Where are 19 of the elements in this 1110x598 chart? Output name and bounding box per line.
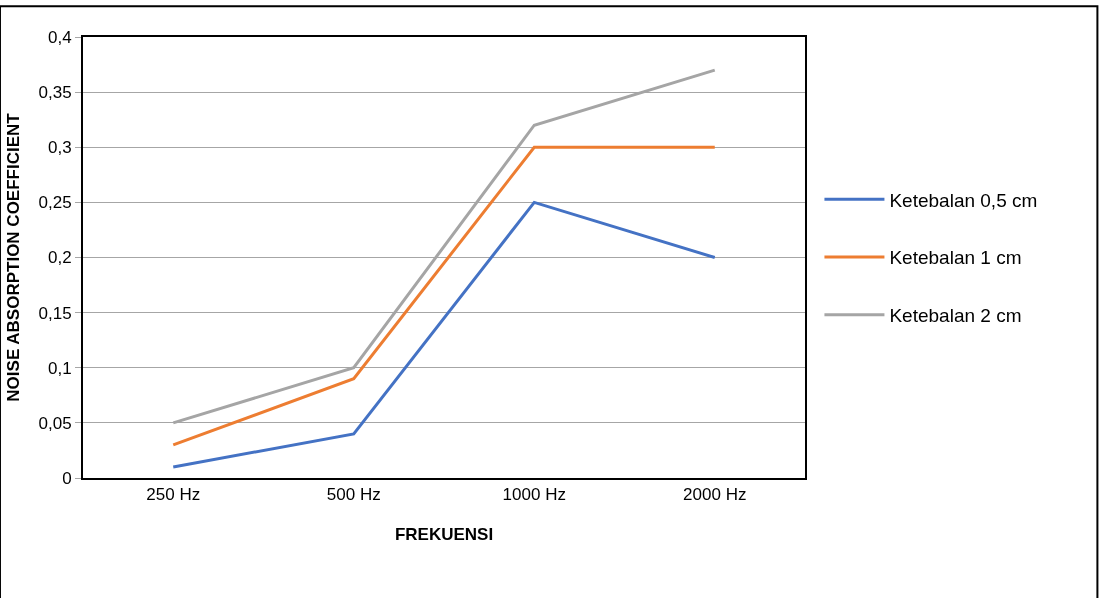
legend-label: Ketebalan 2 cm bbox=[889, 305, 1022, 327]
x-tick-label: 1000 Hz bbox=[502, 485, 566, 505]
y-tick-label: 0,2 bbox=[47, 248, 72, 268]
y-tick-label: 0,25 bbox=[38, 193, 72, 213]
y-tick-label: 0,1 bbox=[47, 358, 72, 378]
legend-label: Ketebalan 0,5 cm bbox=[889, 189, 1038, 211]
y-axis-title: NOISE ABSORPTION COEFFICIENT bbox=[3, 112, 23, 402]
y-tick-label: 0 bbox=[62, 468, 72, 488]
y-tick-label: 0,3 bbox=[47, 138, 72, 158]
x-axis-title: FREKUENSI bbox=[394, 525, 494, 545]
legend-label: Ketebalan 1 cm bbox=[889, 247, 1022, 269]
y-tick-label: 0,05 bbox=[38, 413, 72, 433]
x-tick-label: 500 Hz bbox=[326, 485, 381, 505]
y-tick-label: 0,35 bbox=[38, 83, 72, 103]
y-tick-label: 0,15 bbox=[38, 303, 72, 323]
y-tick-label: 0,4 bbox=[47, 27, 72, 47]
x-tick-label: 250 Hz bbox=[146, 485, 201, 505]
x-tick-label: 2000 Hz bbox=[683, 485, 747, 505]
line-series bbox=[171, 200, 717, 469]
